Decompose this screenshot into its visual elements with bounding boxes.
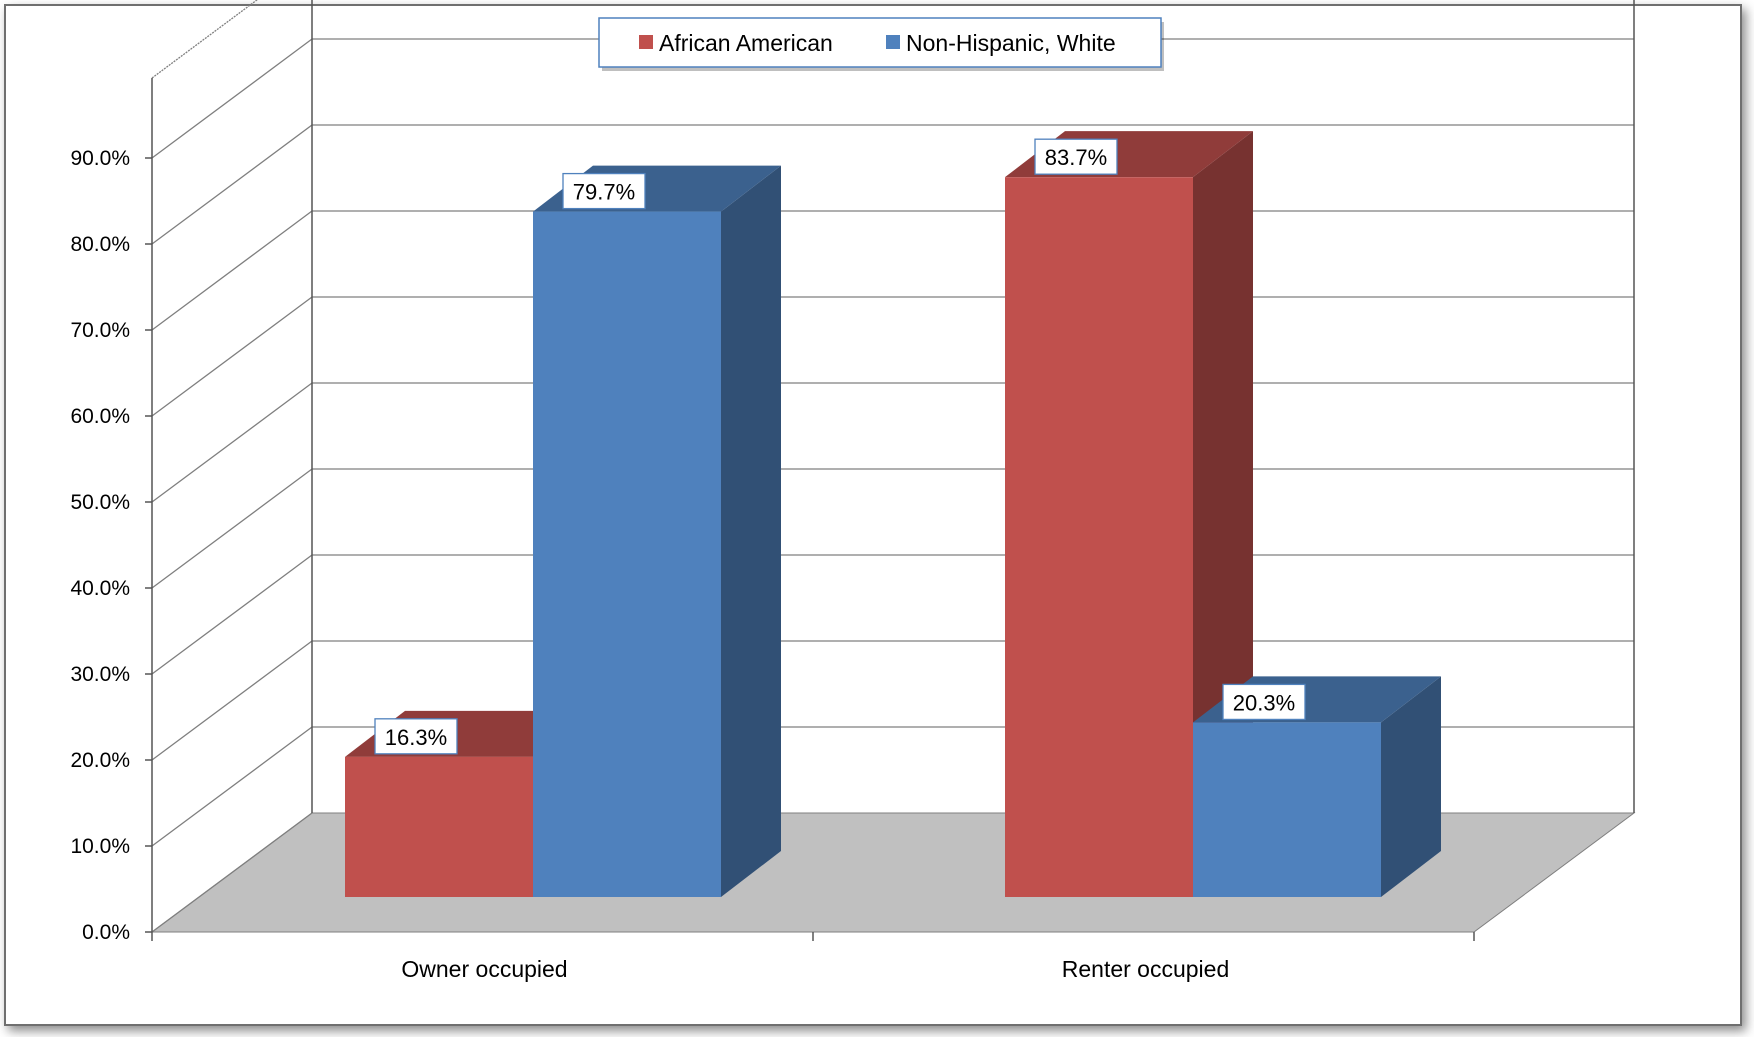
y-tick-label: 90.0% <box>70 147 130 170</box>
data-label-box <box>1222 683 1306 721</box>
y-tick-label: 40.0% <box>70 577 130 600</box>
data-label: 79.7% <box>562 172 646 210</box>
y-tick-label: 20.0% <box>70 749 130 772</box>
y-tick-label: 0.0% <box>82 921 130 944</box>
gridline-side <box>151 726 313 847</box>
bar-front-face <box>345 756 533 897</box>
gridline-side <box>151 38 313 159</box>
gridline-side <box>151 0 258 79</box>
data-label: 83.7% <box>1034 138 1118 175</box>
y-tick-label: 80.0% <box>70 233 130 256</box>
data-label-box <box>374 718 458 755</box>
data-label: 16.3% <box>374 718 458 755</box>
gridline-side <box>151 382 313 503</box>
y-tick-label: 30.0% <box>70 663 130 686</box>
gridline-side <box>151 468 313 589</box>
y-tick-label: 50.0% <box>70 491 130 514</box>
bars <box>345 131 1441 897</box>
data-label-text: 20.3% <box>1233 690 1295 715</box>
legend-swatch <box>886 35 900 49</box>
y-axis: 0.0% 10.0% 20.0% 30.0% 40.0% 50.0% 60.0% 70.0% 8… <box>70 78 153 944</box>
bar-front-face <box>1193 722 1381 897</box>
y-tick-label: 10.0% <box>70 835 130 858</box>
data-label-text: 79.7% <box>573 180 635 205</box>
data-label: 20.3% <box>1222 683 1306 721</box>
bar-non-hispanic-white-owner-occupied <box>533 165 781 897</box>
legend-box <box>598 17 1162 68</box>
legend-entry-label: African American <box>659 30 833 56</box>
gridline-side <box>151 124 313 245</box>
data-labels: 16.3% 79.7% 83.7% 20.3% <box>374 138 1306 755</box>
gridline-side <box>151 210 313 331</box>
data-label-text: 83.7% <box>1045 145 1107 170</box>
bar-side-face <box>721 165 781 897</box>
y-tick-label: 70.0% <box>70 319 130 342</box>
gridline-side <box>151 554 313 675</box>
bar-side-face <box>1381 676 1441 897</box>
x-category-label: Owner occupied <box>401 956 567 982</box>
x-axis: Owner occupied Renter occupied <box>151 932 1475 982</box>
data-label-text: 16.3% <box>385 725 447 750</box>
bar-front-face <box>533 211 721 897</box>
x-category-label: Renter occupied <box>1062 956 1230 982</box>
bar-front-face <box>1005 177 1193 897</box>
gridline-side <box>151 640 313 761</box>
gridline-side <box>151 296 313 417</box>
data-label-box <box>1034 138 1118 175</box>
legend-swatch <box>639 35 653 49</box>
data-label-box <box>562 172 646 210</box>
y-tick-label: 60.0% <box>70 405 130 428</box>
legend-entry-label: Non-Hispanic, White <box>906 30 1116 56</box>
gridline-side <box>151 812 313 933</box>
legend: African American Non-Hispanic, White <box>598 17 1164 71</box>
